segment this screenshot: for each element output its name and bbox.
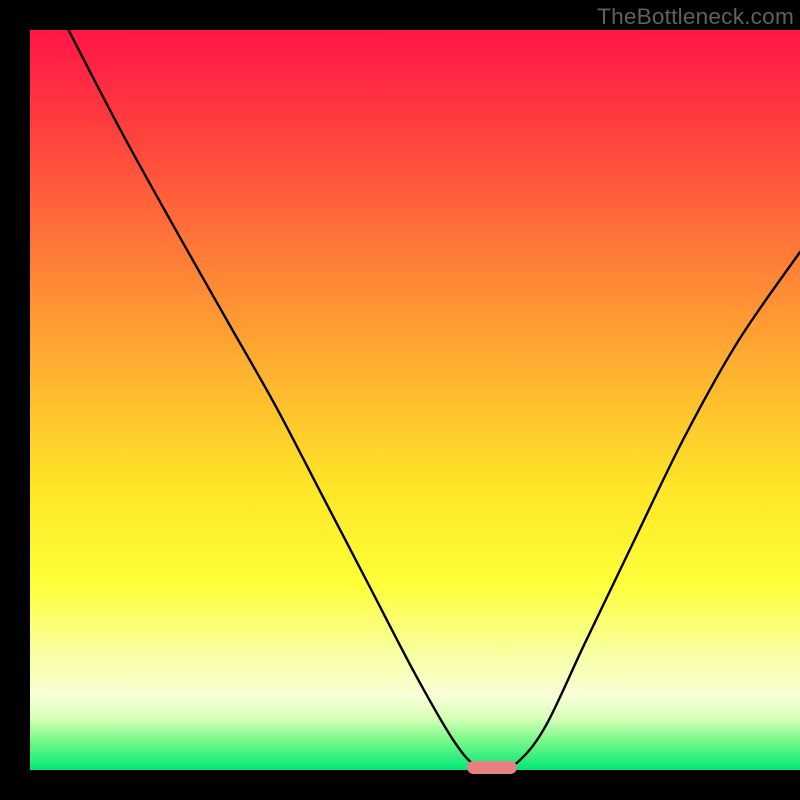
optimal-point-marker	[467, 761, 517, 774]
curve-path	[69, 30, 800, 769]
bottleneck-curve	[30, 30, 800, 770]
watermark-text: TheBottleneck.com	[597, 4, 794, 30]
chart-frame: TheBottleneck.com	[30, 0, 800, 770]
